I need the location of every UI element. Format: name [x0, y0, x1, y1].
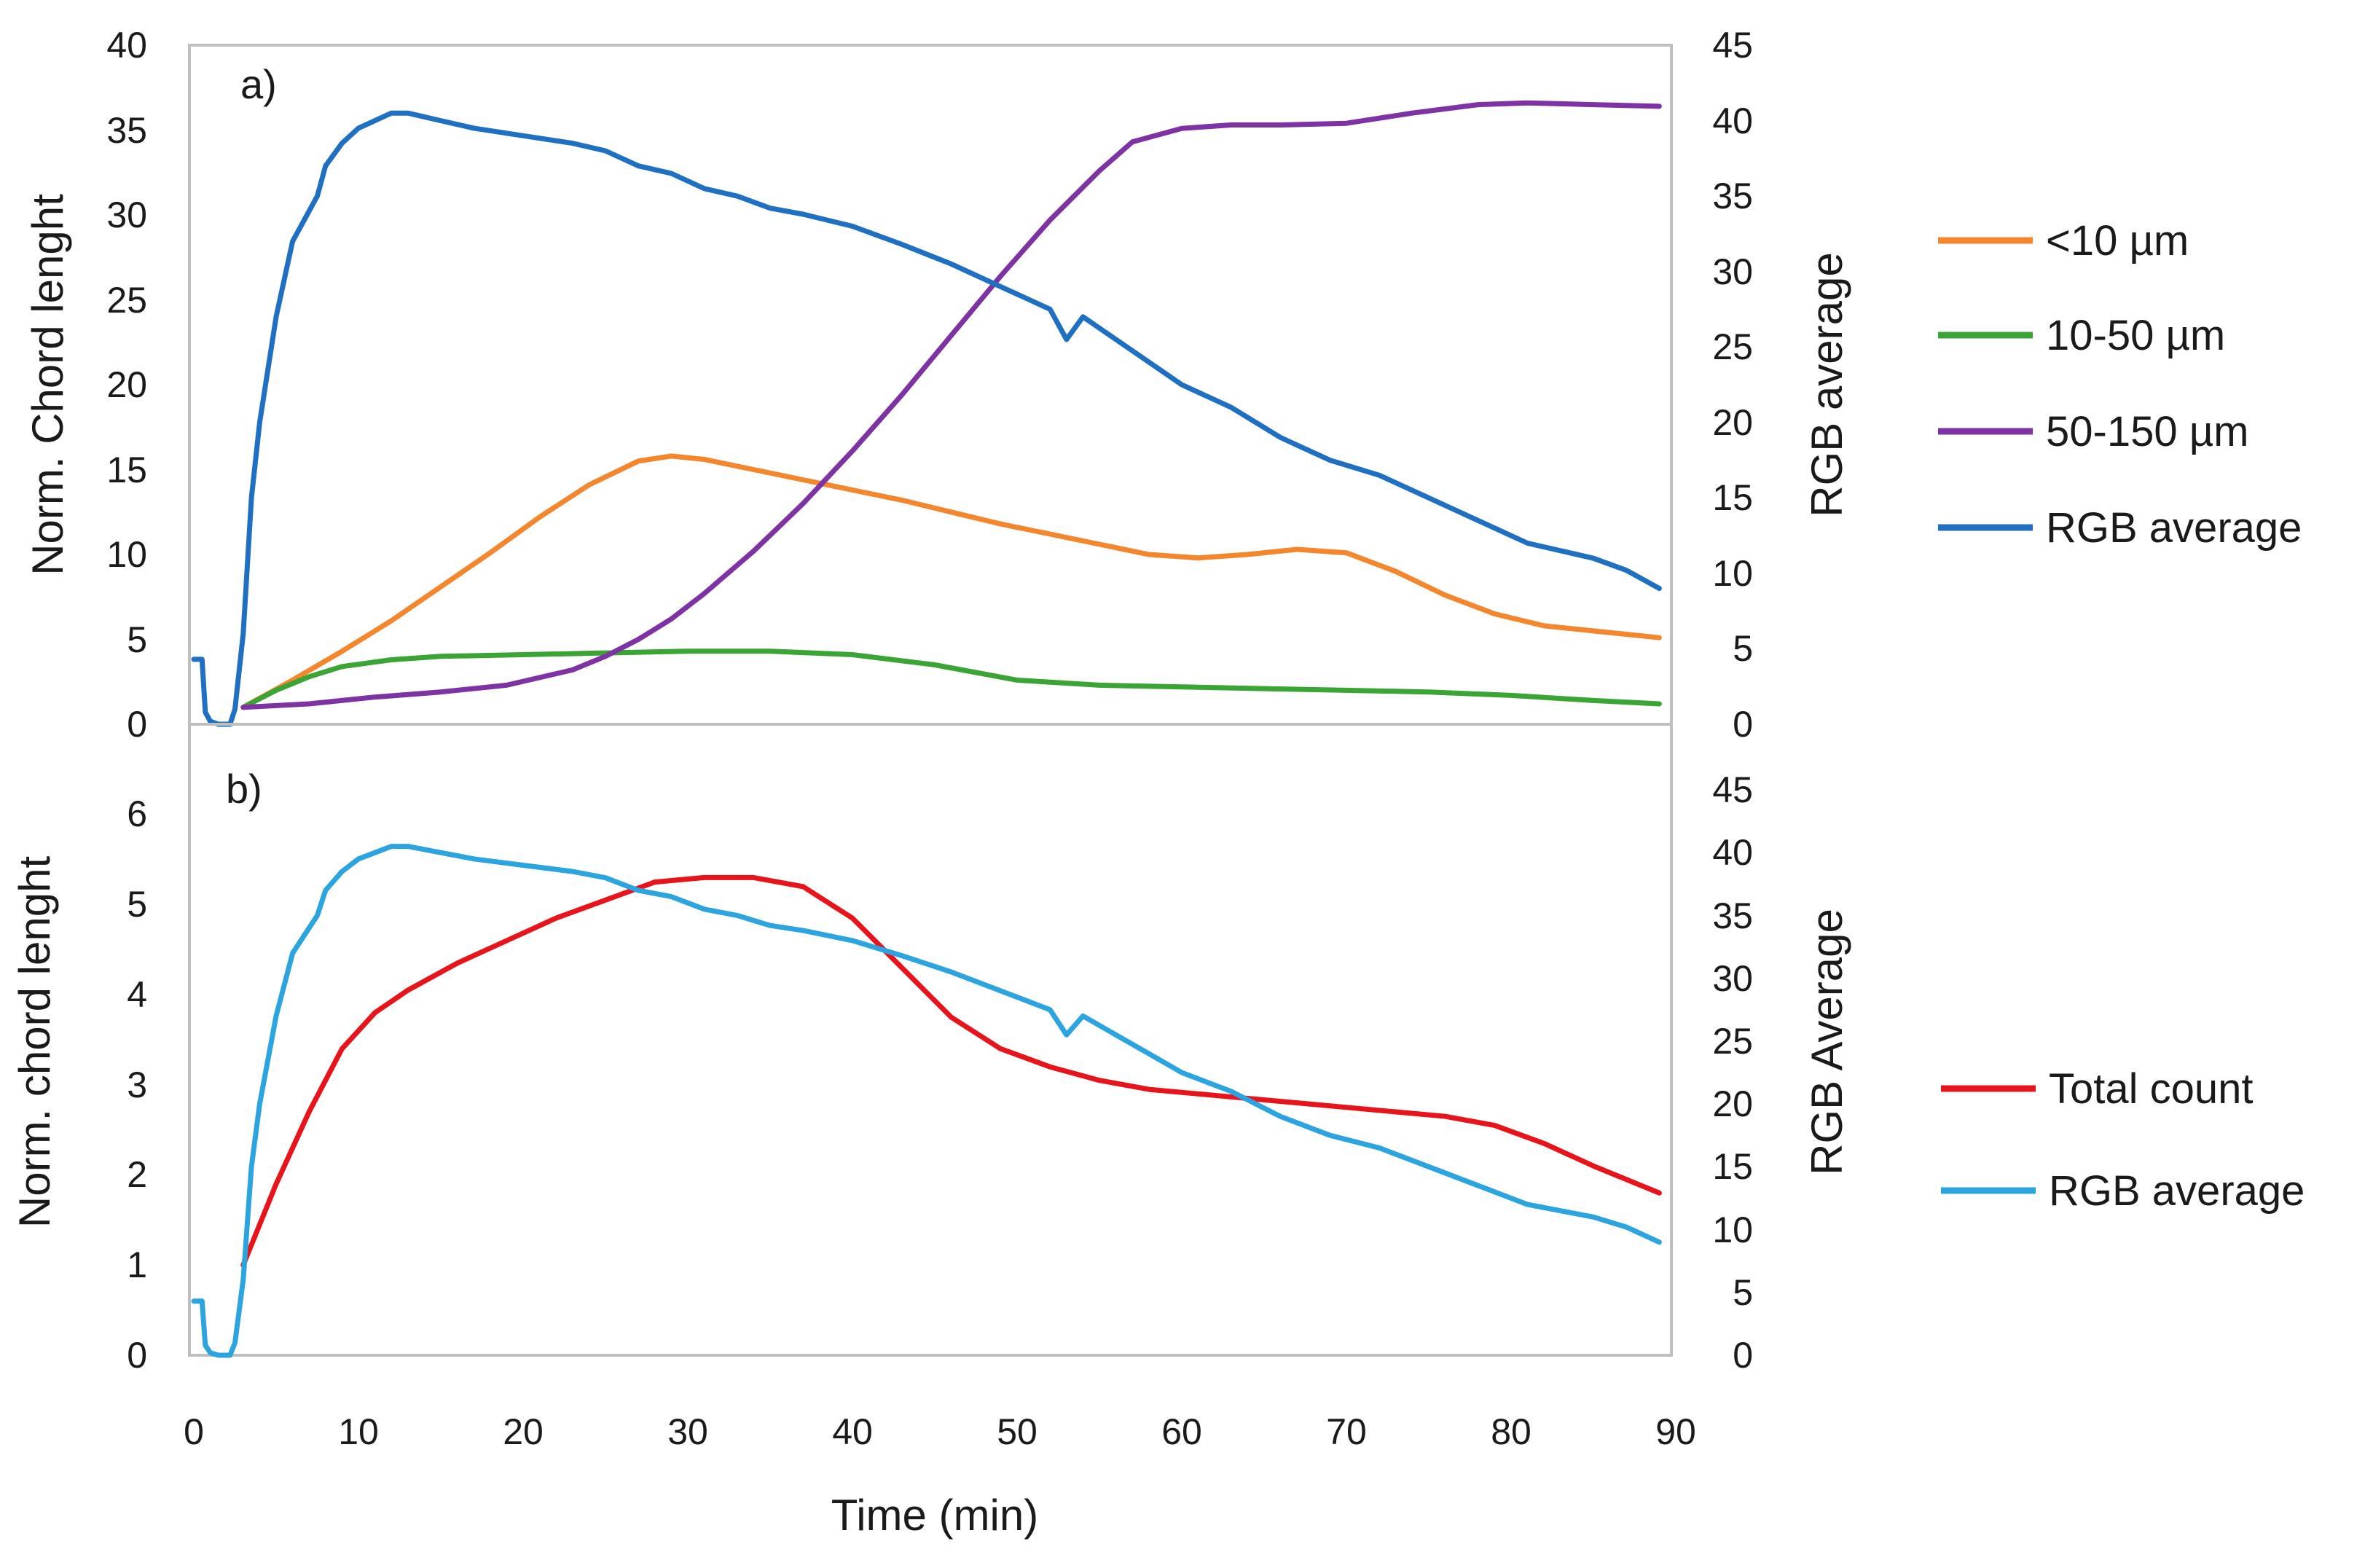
panel-a-ytick: 20 — [106, 364, 147, 405]
panel-a-y2tick: 30 — [1712, 251, 1753, 292]
x-axis-title: Time (min) — [831, 1491, 1038, 1540]
legend-label: 50-150 µm — [2046, 408, 2248, 455]
panel-a-y-axis-title: Norm. Chord lenght — [23, 194, 72, 576]
panel-a-y2tick: 35 — [1712, 176, 1753, 216]
panel-b-y2tick: 25 — [1712, 1021, 1753, 1062]
legend-label: <10 µm — [2046, 217, 2189, 264]
panel-a-y2tick: 0 — [1733, 704, 1753, 745]
xtick: 30 — [667, 1411, 708, 1452]
legend-item: 50-150 µm — [1938, 408, 2248, 455]
panel-a-plot-area — [188, 44, 1673, 726]
xtick: 60 — [1161, 1411, 1202, 1452]
panel-a-ytick: 40 — [106, 25, 147, 66]
panel-b-y2tick: 5 — [1733, 1272, 1753, 1313]
panel-b-y2-axis-title: RGB Average — [1803, 909, 1851, 1175]
panel-a-ytick: 10 — [106, 534, 147, 575]
panel-b-y2tick: 0 — [1733, 1335, 1753, 1376]
panel-a-y2tick: 5 — [1733, 628, 1753, 669]
panel-b-y2tick: 45 — [1712, 769, 1753, 810]
panel-a: a) 0 5 10 15 20 25 30 35 40 0 5 10 15 20… — [23, 25, 2302, 745]
panel-b-ytick: 1 — [127, 1244, 147, 1285]
xtick: 10 — [338, 1411, 379, 1452]
panel-a-ytick: 35 — [106, 110, 147, 151]
panel-a-label: a) — [240, 61, 277, 107]
series-line-a-2 — [240, 100, 1662, 710]
panel-b-ytick: 3 — [127, 1065, 147, 1105]
panel-a-y2tick: 25 — [1712, 326, 1753, 367]
panel-a-ytick: 15 — [106, 450, 147, 490]
panel-b-y2tick: 40 — [1712, 832, 1753, 873]
panel-b-ytick: 5 — [127, 884, 147, 925]
panel-a-y2tick: 40 — [1712, 101, 1753, 141]
panel-b-y2tick: 20 — [1712, 1083, 1753, 1124]
panel-a-y2tick: 15 — [1712, 477, 1753, 518]
x-axis: 0 10 20 30 40 50 60 70 80 90 Time (min) — [184, 1411, 1696, 1540]
xtick: 70 — [1326, 1411, 1367, 1452]
panel-b-y2tick: 15 — [1712, 1146, 1753, 1187]
xtick: 0 — [184, 1411, 204, 1452]
panel-b-ytick: 6 — [127, 793, 147, 834]
legend-label: 10-50 µm — [2046, 312, 2225, 359]
legend-item: RGB average — [1941, 1167, 2305, 1215]
panel-a-ytick: 0 — [127, 704, 147, 745]
panel-b-series-lines — [191, 844, 1662, 1358]
legend-item: RGB average — [1938, 504, 2302, 552]
panel-a-y-left-ticks: 0 5 10 15 20 25 30 35 40 — [106, 25, 147, 745]
legend-label: RGB average — [2046, 504, 2302, 552]
legend-item: <10 µm — [1938, 217, 2189, 264]
panel-b-ytick: 2 — [127, 1154, 147, 1195]
series-line-a-1 — [240, 648, 1662, 710]
panel-b-y-axis-title: Norm. chord lenght — [10, 856, 59, 1228]
panel-b-y2tick: 35 — [1712, 895, 1753, 936]
xtick: 50 — [997, 1411, 1038, 1452]
panel-b: b) 0 1 2 3 4 5 6 0 5 10 15 20 25 30 35 4… — [10, 723, 2305, 1376]
legend-item: 10-50 µm — [1938, 312, 2225, 359]
series-line-b-1 — [191, 844, 1662, 1358]
panel-b-y-right-ticks: 0 5 10 15 20 25 30 35 40 45 — [1712, 769, 1753, 1376]
panel-a-y2tick: 10 — [1712, 553, 1753, 594]
panel-b-label: b) — [226, 766, 262, 812]
series-line-b-0 — [240, 874, 1662, 1268]
legend-label: RGB average — [2049, 1167, 2305, 1215]
series-line-a-3 — [191, 110, 1662, 727]
panel-a-ytick: 25 — [106, 280, 147, 321]
panel-a-y2tick: 20 — [1712, 402, 1753, 443]
panel-b-plot-area — [188, 723, 1673, 1357]
panel-a-y2tick: 45 — [1712, 25, 1753, 66]
series-line-a-0 — [240, 453, 1662, 710]
panel-b-y2tick: 10 — [1712, 1210, 1753, 1250]
panel-b-y-left-ticks: 0 1 2 3 4 5 6 — [127, 793, 147, 1376]
xtick: 80 — [1491, 1411, 1531, 1452]
legend-label: Total count — [2049, 1065, 2254, 1113]
panel-a-ytick: 30 — [106, 195, 147, 235]
panel-a-y2-axis-title: RGB average — [1803, 252, 1851, 517]
xtick: 20 — [503, 1411, 544, 1452]
xtick: 90 — [1655, 1411, 1696, 1452]
xtick: 40 — [832, 1411, 873, 1452]
panel-a-legend: <10 µm 10-50 µm 50-150 µm RGB average — [1938, 217, 2302, 552]
panel-a-series-lines — [191, 100, 1662, 727]
panel-b-y2tick: 30 — [1712, 958, 1753, 999]
panel-b-ytick: 0 — [127, 1335, 147, 1376]
legend-item: Total count — [1941, 1065, 2254, 1113]
panel-b-legend: Total count RGB average — [1941, 1065, 2305, 1215]
panel-b-ytick: 4 — [127, 974, 147, 1015]
panel-a-y-right-ticks: 0 5 10 15 20 25 30 35 40 45 — [1712, 25, 1753, 745]
panel-a-ytick: 5 — [127, 619, 147, 660]
